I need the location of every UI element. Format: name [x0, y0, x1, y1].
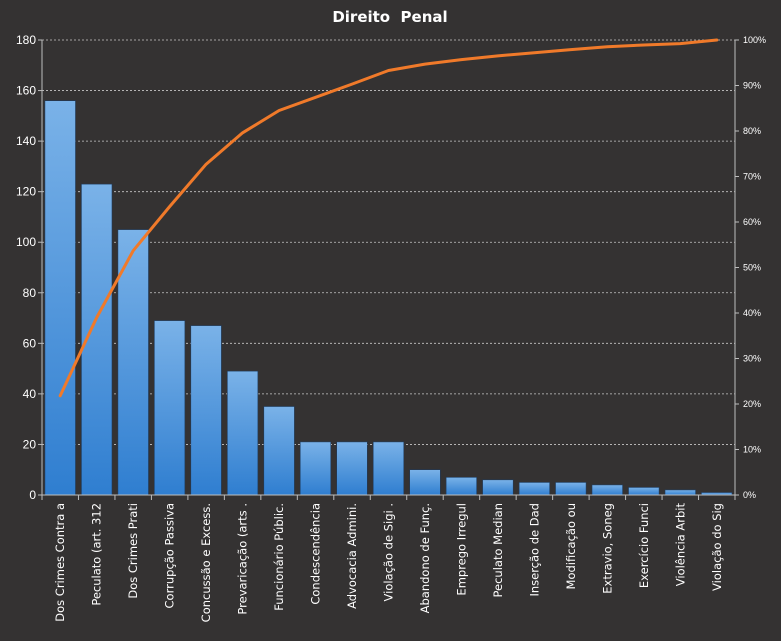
right-tick-label: 20% — [743, 399, 761, 409]
bar-11 — [409, 469, 441, 496]
right-tick-label: 70% — [743, 172, 761, 182]
x-tick-label: Concussão e Excess. — [199, 503, 213, 622]
x-tick-label: Abandono de Funç. — [418, 503, 432, 613]
left-y-ticks: 0 20 40 60 80 100 120 140 160 180 — [16, 33, 36, 502]
x-tick-label: Dos Crimes Contra a — [53, 503, 67, 622]
x-tick-label: Advocacia Admini. — [345, 503, 359, 609]
left-tick-label: 0 — [29, 488, 36, 502]
bar-1 — [44, 100, 76, 496]
left-tick-label: 80 — [23, 286, 37, 300]
left-tick-label: 40 — [23, 387, 37, 401]
x-tick-label: Violação do Sig — [710, 503, 724, 591]
bar-16 — [591, 484, 623, 496]
right-tick-label: 30% — [743, 354, 761, 364]
cumulative-line-layer — [58, 38, 719, 398]
x-tick-label: Emprego Irregul — [454, 503, 468, 596]
right-y-ticks: 0% 10% 20% 30% 40% 50% 60% 70% 80% 90% 100% — [743, 35, 766, 500]
bar-13 — [482, 479, 514, 496]
x-tick-label: Prevaricação (arts . — [236, 503, 250, 615]
bar-9 — [336, 441, 368, 496]
bar-10 — [372, 441, 405, 496]
bars — [44, 100, 733, 496]
bar-8 — [299, 441, 332, 496]
cumulative-percent-line — [58, 38, 719, 398]
bar-14 — [518, 482, 550, 496]
left-tick-label: 160 — [16, 84, 36, 98]
x-tick-label: Modificação ou — [564, 503, 578, 589]
x-tick-label: Violência Arbit — [673, 503, 687, 587]
left-tick-label: 20 — [23, 437, 37, 451]
bar-6 — [227, 370, 259, 496]
right-tick-label: 40% — [743, 308, 761, 318]
x-tick-label: Extravio, Soneg — [600, 503, 614, 594]
x-tick-label: Condescendência — [309, 503, 323, 605]
chart-title: Direito Penal — [332, 8, 447, 26]
x-tick-label: Peculato Median — [491, 503, 505, 597]
bar-3 — [117, 229, 149, 496]
left-tick-label: 60 — [23, 336, 37, 350]
bar-12 — [445, 476, 478, 496]
right-tick-label: 60% — [743, 217, 761, 227]
left-tick-label: 140 — [16, 134, 36, 148]
right-tick-label: 100% — [743, 35, 766, 45]
bar-15 — [555, 482, 587, 496]
x-tick-label: Dos Crimes Prati — [126, 503, 140, 599]
left-tick-label: 120 — [16, 185, 36, 199]
x-tick-label: Inserção de Dad — [527, 503, 541, 597]
bar-18 — [664, 489, 696, 496]
axes — [38, 39, 739, 500]
bar-7 — [263, 406, 295, 496]
x-tick-label: Exercício Funci — [637, 503, 651, 588]
right-tick-label: 50% — [743, 263, 761, 273]
x-tick-label: Funcionário Públic. — [272, 503, 286, 611]
bar-2 — [81, 183, 113, 496]
bar-5 — [190, 325, 222, 496]
left-tick-label: 180 — [16, 33, 36, 47]
right-tick-label: 10% — [743, 445, 761, 455]
gridlines — [42, 39, 735, 445]
bar-17 — [628, 487, 660, 496]
x-tick-label: Corrupção Passiva — [163, 503, 177, 608]
right-tick-label: 80% — [743, 126, 761, 136]
x-tick-label: Peculato (art. 312 — [90, 503, 104, 606]
x-ticks: Dos Crimes Contra a Peculato (art. 312 Dos… — [53, 503, 724, 623]
right-tick-label: 0% — [743, 490, 756, 500]
bar-4 — [154, 320, 186, 496]
left-tick-label: 100 — [16, 235, 36, 249]
right-tick-label: 90% — [743, 81, 761, 91]
x-tick-label: Violação de Sigi . — [382, 503, 396, 601]
